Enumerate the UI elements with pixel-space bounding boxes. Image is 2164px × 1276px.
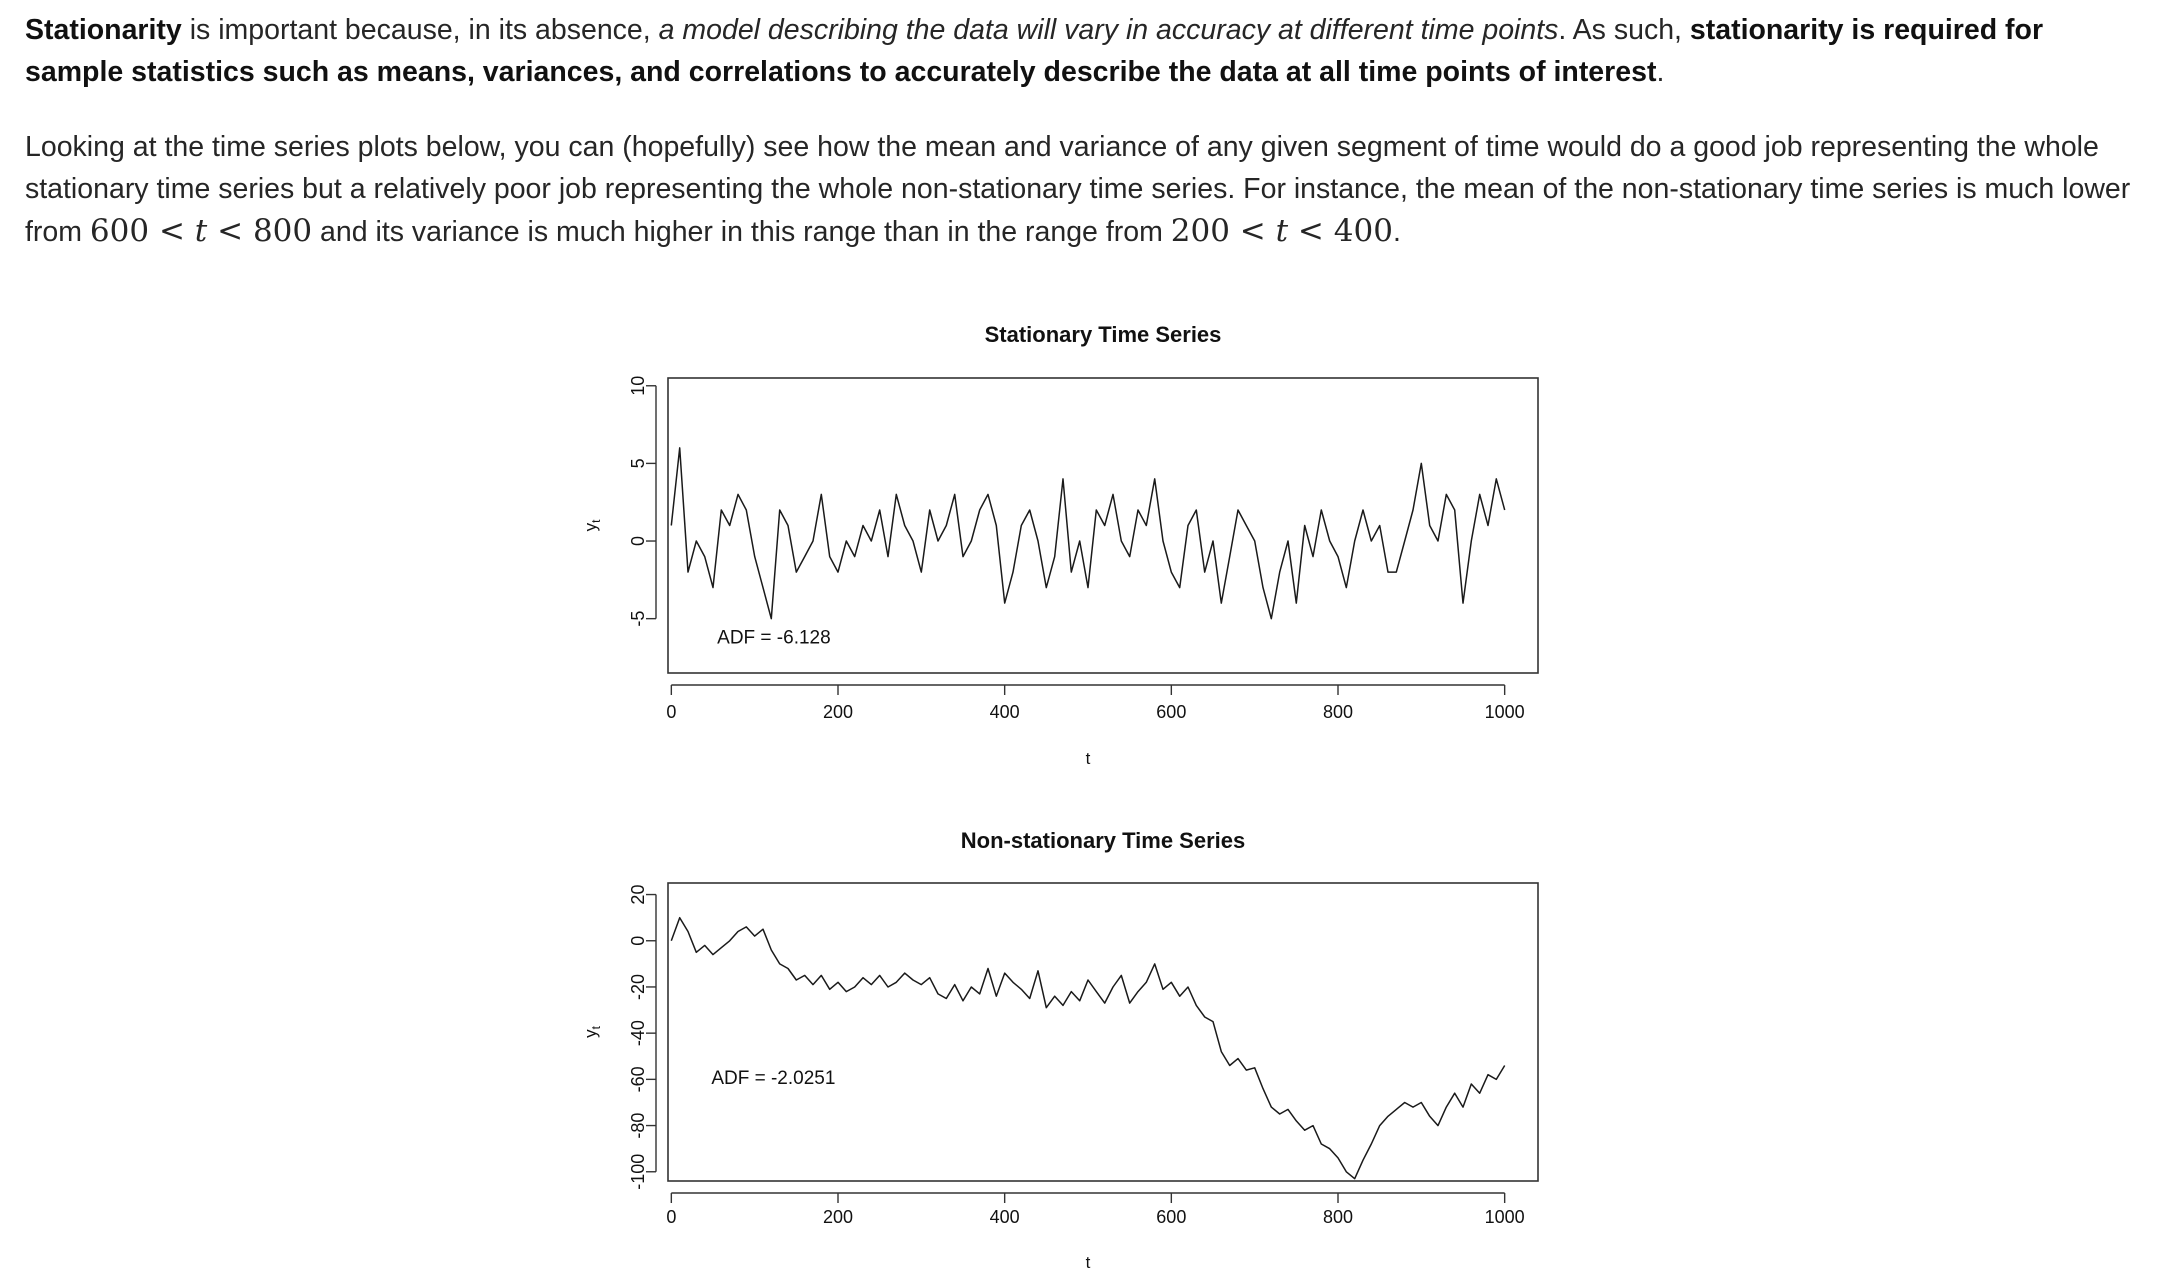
stationary-y-tick-label: -5 [628,611,648,627]
stationary-plot-frame [667,377,1539,674]
nonstationary-y-tick-label: 20 [628,885,648,905]
nonstationary-x-tick-label: 400 [990,1207,1020,1227]
nonstationary-x-tick-label: 600 [1156,1207,1186,1227]
nonstationary-chart-title: Non-stationary Time Series [961,828,1245,853]
nonstationary-y-tick-label: -40 [628,1020,648,1046]
nonstationary-x-tick-label: 1000 [1485,1207,1525,1227]
explanation-paragraph: Looking at the time series plots below, … [25,126,2135,253]
italic-phrase: a model describing the data will vary in… [658,14,1559,46]
stationary-chart-title: Stationary Time Series [985,322,1222,347]
nonstationary-x-tick-label: 0 [666,1207,676,1227]
text-segment: . As such, [1558,14,1690,46]
nonstationary-series-line [670,916,1506,1180]
inline-math-range-2: 200 < t < 400 [1170,213,1393,249]
bold-statement: stationarity is required for sample stat… [25,14,2044,88]
nonstationary-adf-annotation: ADF = -2.0251 [711,1068,835,1089]
stationary-x-axis-label: t [1086,749,1091,768]
nonstationary-x-tick-label: 200 [823,1207,853,1227]
stationary-y-tick-label: 10 [628,376,648,396]
stationary-y-tick-label: 5 [628,458,648,468]
nonstationary-y-tick-label: -60 [628,1066,648,1092]
nonstationary-y-tick-label: -20 [628,974,648,1000]
text-segment: Looking at the time series plots below, … [25,131,2131,248]
text-segment: . [1656,56,1665,88]
nonstationary-y-axis-label: yt [581,1025,603,1038]
intro-paragraph: Stationarity is important because, in it… [25,9,2135,93]
stationary-x-tick-label: 200 [823,702,853,722]
text-segment: and its variance is much higher in this … [312,216,1171,248]
nonstationary-plot-frame [667,882,1539,1182]
stationary-series-line [670,447,1506,620]
stationary-y-axis-label: yt [581,519,603,532]
stationary-adf-annotation: ADF = -6.128 [717,628,831,649]
stationary-x-tick-label: 800 [1323,702,1353,722]
stationary-x-tick-label: 400 [990,702,1020,722]
stationary-x-tick-label: 0 [666,702,676,722]
nonstationary-y-tick-label: -100 [628,1154,648,1190]
bold-term-stationarity: Stationarity [25,14,182,46]
nonstationary-y-tick-label: 0 [628,936,648,946]
stationary-x-tick-label: 600 [1156,702,1186,722]
nonstationary-x-tick-label: 800 [1323,1207,1353,1227]
nonstationary-x-axis-label: t [1086,1253,1091,1272]
text-segment: . [1392,216,1401,248]
stationary-x-tick-label: 1000 [1485,702,1525,722]
inline-math-range-1: 600 < t < 800 [89,213,313,249]
nonstationary-y-tick-label: -80 [628,1113,648,1139]
text-segment: is important because, in its absence, [181,14,659,46]
stationary-y-tick-label: 0 [628,536,648,546]
